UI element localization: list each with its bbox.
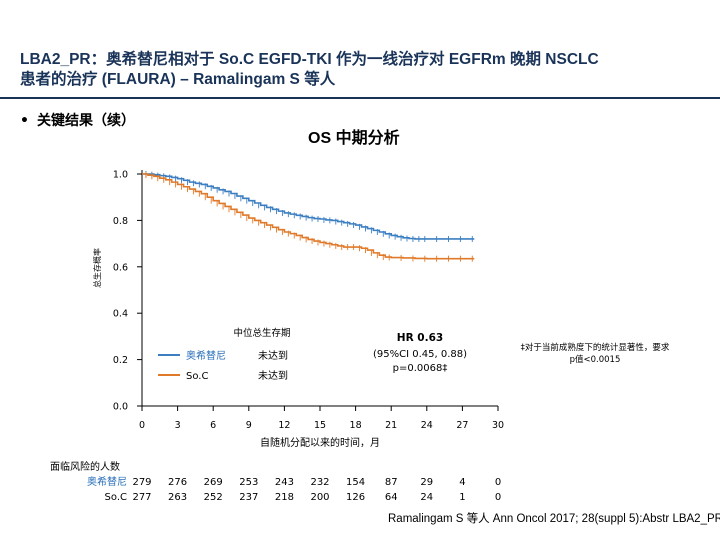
risk-cell: 64	[385, 492, 398, 503]
chart-axes: 0.0 0.2 0.4 0.6 0.8 1.0 0 3 6 9 12 15 18 21 24 27 30 自随机分…	[92, 170, 504, 450]
x-tick-label: 9	[246, 420, 252, 431]
risk-cell: 277	[132, 492, 151, 503]
hr-value: HR 0.63	[397, 332, 443, 344]
risk-cell: 87	[385, 477, 398, 488]
risk-row-label-0: 奥希替尼	[87, 475, 127, 488]
footnote-line1: ‡对于当前成熟度下的统计显著性，要求	[521, 342, 670, 353]
legend-value-0: 未达到	[258, 350, 288, 362]
risk-table-header: 面临风险的人数	[50, 460, 120, 473]
y-tick-label: 0.8	[113, 216, 128, 227]
footnote-line2: p值<0.0015	[570, 354, 621, 365]
x-tick-label: 30	[492, 420, 504, 431]
hr-ci: (95%CI 0.45, 0.88)	[373, 349, 467, 360]
series-line-0	[142, 173, 475, 240]
chart-annotations: HR 0.63 (95%CI 0.45, 0.88) p=0.0068‡ ‡对于当前成…	[373, 332, 670, 374]
risk-cell: 263	[168, 492, 187, 503]
risk-cell: 24	[420, 492, 433, 503]
risk-cell: 1	[459, 492, 465, 503]
y-tick-label: 0.0	[113, 402, 128, 413]
bullet-text: 关键结果（续）	[36, 113, 135, 129]
risk-cell: 253	[239, 477, 258, 488]
y-tick-label: 0.6	[113, 262, 128, 273]
risk-cell: 243	[275, 477, 294, 488]
y-axis-label: 总生存概率	[92, 248, 102, 288]
risk-cell: 279	[132, 477, 151, 488]
x-tick-label: 0	[139, 420, 145, 431]
risk-row-label-1: So.C	[105, 492, 127, 503]
y-tick-label: 0.4	[113, 309, 128, 320]
risk-cell: 218	[275, 492, 294, 503]
legend-header: 中位总生存期	[233, 327, 290, 339]
risk-cell: 29	[420, 477, 433, 488]
risk-cell: 154	[346, 477, 365, 488]
risk-cell: 276	[168, 477, 187, 488]
x-tick-label: 24	[421, 420, 433, 431]
risk-cell: 269	[204, 477, 223, 488]
x-tick-label: 15	[314, 420, 326, 431]
slide-title-line1: LBA2_PR：奥希替尼相对于 So.C EGFD-TKI 作为一线治疗对 EG…	[20, 51, 599, 68]
y-tick-label: 1.0	[113, 170, 128, 181]
legend-label-1: So.C	[186, 371, 208, 382]
x-tick-label: 21	[385, 420, 397, 431]
risk-cell: 237	[239, 492, 258, 503]
x-axis-label: 自随机分配以来的时间，月	[260, 436, 380, 449]
risk-cell: 0	[495, 492, 501, 503]
legend-value-1: 未达到	[258, 370, 288, 382]
legend-label-0: 奥希替尼	[186, 349, 226, 362]
slide-title-line2: 患者的治疗 (FLAURA) – Ramalingam S 等人	[20, 71, 336, 88]
x-tick-label: 6	[210, 420, 216, 431]
x-tick-label: 3	[175, 420, 181, 431]
x-tick-label: 12	[278, 420, 290, 431]
risk-cell: 4	[459, 477, 465, 488]
bullet-point: • 关键结果（续）	[20, 110, 135, 130]
chart-curves	[142, 171, 475, 262]
risk-cell: 252	[204, 492, 223, 503]
x-tick-label: 18	[350, 420, 362, 431]
citation: Ramalingam S 等人 Ann Oncol 2017; 28(suppl…	[388, 513, 720, 525]
x-tick-label: 27	[456, 420, 468, 431]
y-tick-label: 0.2	[113, 355, 128, 366]
risk-cell: 0	[495, 477, 501, 488]
risk-cell: 126	[346, 492, 365, 503]
p-value: p=0.0068‡	[393, 363, 448, 374]
risk-cell: 200	[310, 492, 329, 503]
bullet-dot-icon: •	[20, 113, 29, 129]
slide-title: LBA2_PR：奥希替尼相对于 So.C EGFD-TKI 作为一线治疗对 EG…	[20, 50, 710, 90]
title-divider	[0, 97, 720, 99]
chart-title: OS 中期分析	[308, 130, 400, 147]
risk-cell: 232	[310, 477, 329, 488]
